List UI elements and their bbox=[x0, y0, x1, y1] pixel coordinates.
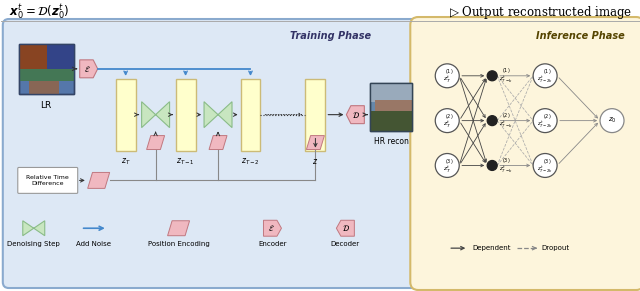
Circle shape bbox=[533, 64, 557, 88]
Text: $(3)$: $(3)$ bbox=[502, 156, 511, 165]
Text: $\mathcal{E}$: $\mathcal{E}$ bbox=[84, 64, 91, 74]
Text: $z$: $z$ bbox=[312, 157, 319, 166]
Text: $(1)$: $(1)$ bbox=[445, 67, 454, 76]
Bar bbox=[116, 79, 136, 150]
Text: $\mathcal{D}$: $\mathcal{D}$ bbox=[342, 223, 350, 233]
Text: Dropout: Dropout bbox=[541, 245, 569, 251]
Polygon shape bbox=[204, 102, 232, 128]
Text: Dependent: Dependent bbox=[472, 245, 511, 251]
Bar bbox=[47, 44, 74, 69]
Text: $\triangleright$ Output reconstructed image: $\triangleright$ Output reconstructed im… bbox=[449, 3, 632, 21]
Bar bbox=[371, 83, 412, 102]
Text: $z_{T-k}^t$: $z_{T-k}^t$ bbox=[499, 119, 513, 130]
Bar bbox=[175, 79, 196, 150]
FancyBboxPatch shape bbox=[18, 167, 77, 193]
Polygon shape bbox=[88, 173, 109, 188]
Text: $\mathcal{E}$: $\mathcal{E}$ bbox=[268, 223, 275, 233]
Text: $z_T$: $z_T$ bbox=[121, 157, 131, 167]
Polygon shape bbox=[141, 102, 170, 128]
Text: Relative Time
Difference: Relative Time Difference bbox=[26, 175, 69, 186]
FancyBboxPatch shape bbox=[410, 17, 640, 290]
FancyBboxPatch shape bbox=[3, 19, 419, 288]
Bar bbox=[371, 83, 412, 131]
Polygon shape bbox=[80, 60, 98, 78]
Circle shape bbox=[600, 109, 624, 133]
Circle shape bbox=[533, 109, 557, 133]
Text: $z_{T-2k}^t$: $z_{T-2k}^t$ bbox=[537, 119, 553, 130]
Polygon shape bbox=[307, 136, 324, 150]
Circle shape bbox=[435, 154, 460, 178]
Text: Decoder: Decoder bbox=[331, 241, 360, 247]
Circle shape bbox=[533, 154, 557, 178]
Text: $z_{T-k}^t$: $z_{T-k}^t$ bbox=[499, 164, 513, 175]
Text: Training Phase: Training Phase bbox=[290, 31, 371, 41]
Text: $z_T^t$: $z_T^t$ bbox=[443, 119, 451, 130]
Bar bbox=[19, 44, 47, 69]
Text: $z_T^t$: $z_T^t$ bbox=[443, 164, 451, 175]
Polygon shape bbox=[337, 220, 355, 236]
Circle shape bbox=[435, 64, 460, 88]
Bar bbox=[241, 79, 260, 150]
Text: $\mathcal{D}$: $\mathcal{D}$ bbox=[352, 110, 360, 120]
Bar bbox=[19, 44, 74, 94]
Text: $(1)$: $(1)$ bbox=[543, 67, 551, 76]
Text: Encoder: Encoder bbox=[258, 241, 287, 247]
Text: $z_{T-1}$: $z_{T-1}$ bbox=[176, 157, 195, 167]
Text: Add Noise: Add Noise bbox=[76, 241, 111, 247]
Text: $z_0$: $z_0$ bbox=[608, 116, 616, 125]
Polygon shape bbox=[209, 136, 227, 150]
Text: Inference Phase: Inference Phase bbox=[536, 31, 625, 41]
Polygon shape bbox=[264, 220, 282, 236]
Text: $(1)$: $(1)$ bbox=[502, 66, 511, 75]
Text: Denoising Step: Denoising Step bbox=[8, 241, 60, 247]
Text: $z_T^t$: $z_T^t$ bbox=[443, 74, 451, 85]
Bar bbox=[29, 81, 59, 94]
Circle shape bbox=[487, 116, 497, 126]
Text: Position Encoding: Position Encoding bbox=[148, 241, 209, 247]
Bar bbox=[371, 111, 412, 131]
Text: $z_{T-2k}^t$: $z_{T-2k}^t$ bbox=[537, 164, 553, 175]
Text: $(3)$: $(3)$ bbox=[543, 157, 551, 166]
Polygon shape bbox=[147, 136, 164, 150]
Text: $(2)$: $(2)$ bbox=[445, 112, 454, 121]
Bar bbox=[19, 44, 74, 94]
Text: $z_{T-2k}^t$: $z_{T-2k}^t$ bbox=[537, 74, 553, 85]
Text: $(2)$: $(2)$ bbox=[502, 111, 511, 120]
Circle shape bbox=[487, 71, 497, 81]
Polygon shape bbox=[168, 221, 189, 236]
Text: $z_{T-k}^t$: $z_{T-k}^t$ bbox=[499, 74, 513, 85]
Circle shape bbox=[435, 109, 460, 133]
Text: $z_{T-2}$: $z_{T-2}$ bbox=[241, 157, 260, 167]
Bar bbox=[305, 79, 325, 150]
Text: $(2)$: $(2)$ bbox=[543, 112, 551, 121]
Text: $(3)$: $(3)$ bbox=[445, 157, 454, 166]
Bar bbox=[19, 69, 74, 81]
Circle shape bbox=[487, 160, 497, 171]
Bar bbox=[371, 83, 412, 131]
Text: LR: LR bbox=[40, 101, 52, 110]
Polygon shape bbox=[346, 106, 364, 124]
Text: HR recon: HR recon bbox=[374, 136, 409, 146]
Polygon shape bbox=[23, 221, 45, 236]
Bar bbox=[375, 100, 412, 114]
Text: $\boldsymbol{x}_0^t = \mathcal{D}(\boldsymbol{z}_0^t)$: $\boldsymbol{x}_0^t = \mathcal{D}(\bolds… bbox=[9, 3, 69, 22]
